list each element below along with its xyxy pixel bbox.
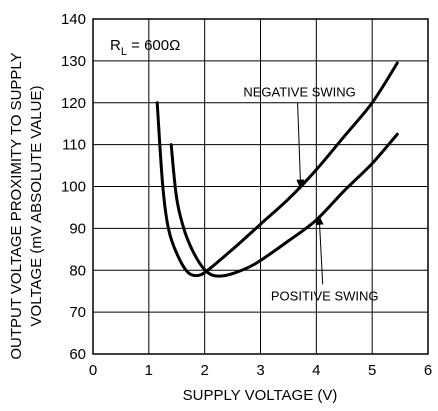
x-tick-label: 2 xyxy=(200,362,208,379)
y-tick-label: 110 xyxy=(62,137,86,154)
x-tick-labels: 0 1 2 3 4 5 6 xyxy=(89,362,432,379)
annotation-layer: NEGATIVE SWING POSITIVE SWING xyxy=(243,84,378,303)
load-resistance-value: = 600Ω xyxy=(127,37,180,54)
annotation-label-negative-swing: NEGATIVE SWING xyxy=(243,84,355,99)
y-axis-title-line-2: VOLTAGE (mV ABSOLUTE VALUE) xyxy=(28,86,45,327)
x-tick-label: 0 xyxy=(89,362,97,379)
grid xyxy=(93,19,428,354)
series-line-positive-swing xyxy=(169,132,399,278)
y-tick-labels: 60 70 80 90 100 110 120 130 140 xyxy=(61,11,86,363)
y-tick-label: 120 xyxy=(61,95,86,112)
load-resistance-subscript: L xyxy=(121,46,127,58)
annotation-arrow-negative-swing xyxy=(296,102,305,190)
series-line-negative-swing xyxy=(155,61,399,278)
x-tick-label: 3 xyxy=(256,362,264,379)
y-tick-label: 70 xyxy=(69,304,86,321)
y-tick-label: 140 xyxy=(61,11,86,28)
y-tick-label: 90 xyxy=(69,220,86,237)
y-tick-label: 60 xyxy=(69,346,86,363)
y-axis-title-line-1: OUTPUT VOLTAGE PROXIMITY TO SUPPLY xyxy=(8,52,25,359)
y-tick-label: 130 xyxy=(61,53,86,70)
x-tick-label: 4 xyxy=(312,362,320,379)
plot-frame xyxy=(92,18,429,355)
y-tick-label: 80 xyxy=(69,262,86,279)
x-tick-label: 6 xyxy=(424,362,432,379)
annotation-arrow-positive-swing xyxy=(315,214,324,285)
y-tick-label: 100 xyxy=(61,179,86,196)
annotation-label-positive-swing: POSITIVE SWING xyxy=(271,288,379,303)
x-tick-label: 1 xyxy=(145,362,153,379)
x-tick-label: 5 xyxy=(368,362,376,379)
series-layer xyxy=(155,61,399,278)
load-resistance-prefix: R xyxy=(110,37,121,54)
x-axis-title: SUPPLY VOLTAGE (V) xyxy=(183,387,338,404)
load-resistance-label: RL = 600Ω xyxy=(110,37,180,58)
